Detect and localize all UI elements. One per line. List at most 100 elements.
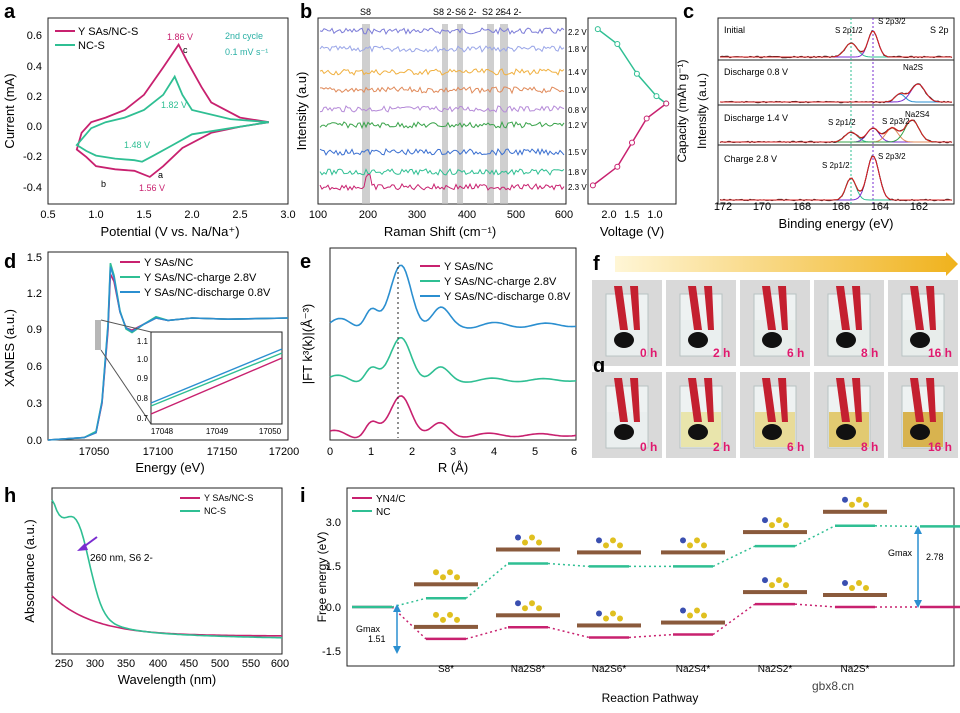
d-ytick: 0.9	[27, 324, 42, 336]
clip	[852, 378, 862, 422]
i-ylabel: Free energy (eV)	[315, 532, 329, 623]
d-inset-ytick: 0.7	[137, 414, 149, 423]
c-measured-curve	[719, 83, 952, 104]
g-time-label: 8 h	[861, 440, 879, 454]
i-substrate	[414, 582, 478, 587]
b-voltage: 1.4 V	[568, 68, 587, 77]
i-atom	[529, 534, 535, 541]
d-inset-xtick: 17049	[206, 427, 229, 436]
d-inset-ytick: 0.8	[137, 394, 149, 403]
c-xtick: 162	[910, 201, 928, 213]
c-row-label: Initial	[724, 25, 745, 35]
panel-letter-h: h	[4, 485, 16, 507]
i-atom	[454, 574, 460, 581]
i-atom	[617, 542, 623, 549]
panel-a: a 0.6 0.4 0.2 0.0 -0.2 -0.4 0.5 1.0 1.5 …	[2, 1, 296, 239]
d-inset-line	[150, 357, 283, 415]
panel-letter-b: b	[300, 1, 312, 23]
f-photo-row	[592, 280, 958, 366]
b-top-label: S8	[360, 7, 371, 17]
h-xticks: 250 300 350 400 450 500 550 600	[55, 658, 289, 670]
i-connector	[547, 626, 590, 639]
a-annot: c	[183, 45, 188, 55]
electrode	[910, 424, 930, 440]
c-annotations: S 2p1/2 S 2p3/2 Na2S Na2S4 S 2p1/2 S 2p3…	[822, 17, 930, 170]
g-time-label: 0 h	[640, 440, 658, 454]
d-legend-label: Y SAs/NC	[144, 257, 193, 269]
b-voltage: 1.8 V	[568, 168, 587, 177]
clip	[614, 378, 628, 422]
clip	[926, 378, 936, 422]
e-xtick: 3	[450, 446, 456, 458]
i-species-label: Na2S*	[841, 664, 870, 675]
i-connector	[465, 626, 509, 640]
b-voltage: 1.0 V	[568, 86, 587, 95]
electrode	[910, 332, 930, 348]
c-annot: S 2p1/2	[822, 161, 850, 170]
i-atom	[522, 605, 528, 612]
a-ytick: 0.6	[27, 30, 42, 42]
e-ylabel: |FT k³(k)|(Å⁻³)	[300, 304, 315, 385]
i-substrate	[823, 593, 887, 597]
clip	[688, 378, 702, 422]
b-right-point	[653, 93, 660, 100]
a-annot: 1.56 V	[139, 183, 165, 193]
panel-e: e Y SAs/NC Y SAs/NC-charge 2.8V Y SAs/NC…	[300, 247, 577, 475]
b-right-point	[614, 163, 621, 170]
clip	[688, 286, 702, 330]
b-xtick: 400	[458, 209, 476, 221]
i-atom	[863, 501, 869, 508]
panel-h: h Y SAs/NC-S NC-S 260 nm, S6 2- 250 300 …	[4, 485, 289, 687]
i-atom	[610, 610, 616, 617]
i-substrate	[661, 550, 725, 555]
d-xtick: 17100	[143, 446, 174, 458]
i-atom	[856, 580, 862, 586]
b-voltage-labels: 2.2 V 1.8 V 1.4 V 1.0 V 0.8 V 1.2 V 1.5 …	[568, 28, 587, 192]
c-fit-curve	[720, 119, 952, 143]
i-atom	[603, 542, 609, 549]
i-atom	[842, 580, 848, 586]
b-xticks: 100 200 300 400 500 600	[309, 209, 573, 221]
a-annot: b	[101, 179, 106, 189]
b-xtick: 500	[507, 209, 525, 221]
i-ytick: 0.0	[326, 602, 341, 614]
b-right-markers	[589, 26, 670, 189]
clip	[852, 286, 862, 330]
c-annot: S 2p1/2	[828, 118, 856, 127]
panel-letter-a: a	[4, 1, 16, 23]
b-xtick: 100	[309, 209, 327, 221]
panel-i: i YN4/C NC Gmax 1.51 Gmax 2.78 3.0 1.5 0…	[300, 485, 960, 705]
i-atom	[515, 534, 521, 541]
clip	[762, 286, 776, 330]
i-atom	[687, 542, 693, 549]
b-right-point	[614, 41, 621, 48]
d-yticks: 1.5 1.2 0.9 0.6 0.3 0.0	[27, 252, 42, 447]
i-legend-label: NC	[376, 507, 390, 518]
c-annot: Na2S	[903, 63, 923, 72]
c-component-curve	[820, 31, 940, 58]
i-atom	[776, 517, 782, 524]
b-voltage: 2.2 V	[568, 28, 587, 37]
c-title: S 2p	[930, 25, 949, 35]
e-series-ysas	[329, 395, 577, 439]
b-highlight-bands	[362, 24, 508, 204]
d-ytick: 0.3	[27, 398, 42, 410]
c-xtick: 172	[714, 201, 732, 213]
i-gmax-value: 2.78	[926, 552, 944, 562]
f-time-label: 2 h	[713, 346, 731, 360]
h-series-ysas	[51, 595, 282, 637]
i-atom	[529, 600, 535, 607]
c-annot: S 2p3/2	[878, 152, 906, 161]
i-atom	[433, 569, 439, 576]
electrode	[836, 332, 856, 348]
e-legend-label: Y SAs/NC-charge 2.8V	[444, 276, 557, 288]
d-inset-yticks: 1.1 1.0 0.9 0.8 0.7	[137, 337, 149, 423]
c-annot: S 2p3/2	[882, 117, 910, 126]
f-time-label: 16 h	[928, 346, 953, 360]
i-atom	[610, 537, 616, 544]
i-xlabel: Reaction Pathway	[602, 691, 699, 705]
g-time-label: 6 h	[787, 440, 805, 454]
i-gmax-arrow-head	[914, 600, 922, 608]
a-legend-label: NC-S	[78, 40, 105, 52]
i-connector	[874, 525, 921, 528]
